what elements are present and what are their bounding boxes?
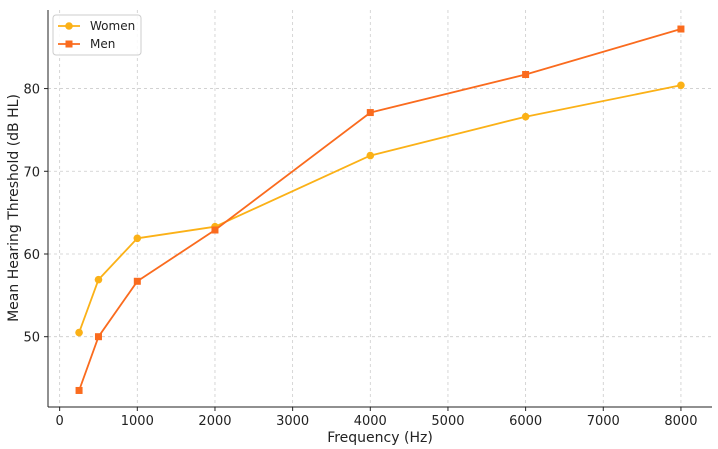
legend-label-men: Men <box>90 37 115 51</box>
data-point-men <box>94 333 102 341</box>
y-tick-label: 60 <box>23 248 40 263</box>
series-men <box>75 25 685 394</box>
x-tick-label: 1000 <box>121 414 154 429</box>
data-point-women <box>75 328 83 337</box>
data-point-men <box>522 71 530 79</box>
data-point-women <box>133 234 142 243</box>
data-point-women <box>94 275 103 284</box>
y-tick-label: 80 <box>23 83 40 98</box>
plot-series <box>75 25 685 394</box>
legend-marker-women <box>65 22 73 30</box>
data-point-women <box>521 112 530 121</box>
y-tick-label: 50 <box>23 331 40 346</box>
data-point-men <box>366 109 374 117</box>
x-tick-label: 0 <box>56 414 64 429</box>
legend: Women Men <box>52 14 142 56</box>
data-point-women <box>677 81 685 90</box>
x-tick-label: 2000 <box>198 414 231 429</box>
legend-item-women: Women <box>58 19 135 33</box>
x-tick-label: 4000 <box>354 414 387 429</box>
y-axis-label: Mean Hearing Threshold (dB HL) <box>6 94 22 322</box>
y-tick-label: 70 <box>23 165 40 180</box>
x-tick-label: 3000 <box>276 414 309 429</box>
legend-label-women: Women <box>90 19 135 33</box>
x-tick-label: 7000 <box>587 414 620 429</box>
legend-marker-men <box>65 40 73 48</box>
ticks: 0 1000 2000 3000 4000 5000 6000 7000 8000 50 60 70 8… <box>23 83 697 429</box>
x-tick-label: 5000 <box>431 414 464 429</box>
data-point-men <box>75 386 83 394</box>
series-women <box>75 81 685 337</box>
x-tick-label: 8000 <box>664 414 697 429</box>
data-point-men <box>133 277 141 285</box>
legend-box <box>52 14 142 56</box>
data-point-men <box>677 25 685 33</box>
grid <box>48 10 712 407</box>
data-point-women <box>366 151 375 160</box>
data-point-men <box>211 226 219 234</box>
series-line-women <box>78 84 682 333</box>
series-line-men <box>78 28 682 391</box>
x-tick-label: 6000 <box>509 414 542 429</box>
axes <box>47 10 712 408</box>
x-axis-label: Frequency (Hz) <box>327 430 433 446</box>
legend-item-men: Men <box>58 37 115 51</box>
